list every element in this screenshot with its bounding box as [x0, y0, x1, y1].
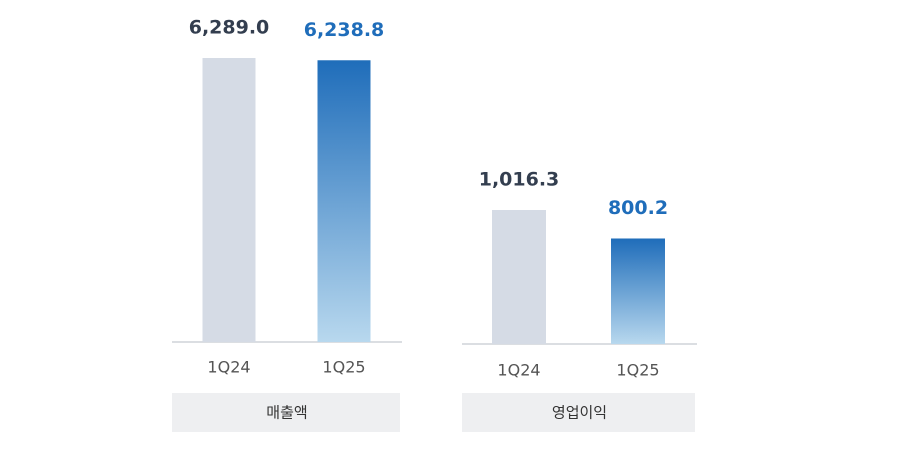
x-tick-label: 1Q25 — [322, 358, 365, 377]
x-tick-label: 1Q24 — [207, 358, 250, 377]
value-label: 6,289.0 — [189, 17, 270, 39]
group-label: 영업이익 — [552, 404, 607, 422]
x-tick-label: 1Q24 — [497, 361, 540, 380]
label-box — [172, 393, 400, 432]
group-label: 매출액 — [266, 404, 307, 422]
label-box — [462, 393, 695, 432]
bar — [492, 210, 546, 344]
value-label: 1,016.3 — [479, 169, 560, 191]
value-label: 6,238.8 — [304, 19, 385, 41]
bar — [317, 60, 371, 343]
bar — [202, 58, 256, 342]
value-label: 800.2 — [608, 197, 668, 219]
x-tick-label: 1Q25 — [616, 361, 659, 380]
bar — [611, 238, 665, 344]
